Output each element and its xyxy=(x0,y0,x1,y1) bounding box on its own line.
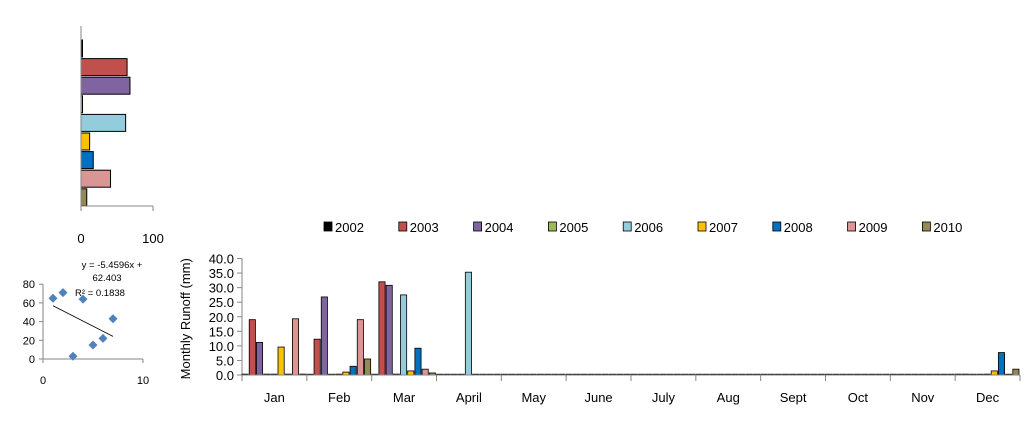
legend-swatch-2005 xyxy=(548,221,557,232)
legend-label-2009: 2009 xyxy=(859,220,888,235)
legend: 2002 2003 2004 2005 2006 2007 2008 2009 2010 xyxy=(323,220,962,235)
bar-2010-Dec xyxy=(1012,368,1020,376)
y-tick-label: 40.0 xyxy=(209,252,234,267)
scatter-point-7 xyxy=(108,314,118,324)
bar-2010 xyxy=(80,188,88,207)
legend-swatch-2003 xyxy=(398,221,408,232)
bar-2007-Mar xyxy=(407,370,415,376)
bar-2003-Feb xyxy=(313,338,321,376)
legend-swatch-2002 xyxy=(323,221,333,232)
legend-label-2005: 2005 xyxy=(559,220,588,235)
x-tick-label-april: April xyxy=(456,390,482,405)
bar-2004-Feb xyxy=(320,296,328,376)
x-tick-label-jan: Jan xyxy=(264,390,285,405)
legend-label-2008: 2008 xyxy=(784,220,813,235)
y-tick-label: 10.0 xyxy=(209,339,234,354)
x-tick-label: 0 xyxy=(40,375,46,387)
y-tick-label: 20 xyxy=(23,335,35,347)
annual-bar-chart: 0 100 xyxy=(77,26,164,246)
bar-2009 xyxy=(80,169,112,188)
y-tick-label: 35.0 xyxy=(209,266,234,281)
bar-2006-April xyxy=(464,271,472,376)
legend-swatch-2006 xyxy=(622,221,632,232)
legend-swatch-2008 xyxy=(772,221,782,232)
x-tick-label-june: June xyxy=(584,390,612,405)
bar-2007 xyxy=(80,132,91,151)
x-tick-label-may: May xyxy=(521,390,546,405)
legend-label-2007: 2007 xyxy=(709,220,738,235)
trendline xyxy=(52,305,114,337)
bar-2008 xyxy=(80,151,94,170)
bar-2004 xyxy=(80,76,131,95)
legend-label-2004: 2004 xyxy=(485,220,514,235)
trendline-equation: y = -5.4596x + xyxy=(82,260,143,271)
trendline-r-squared: R² = 0.1838 xyxy=(75,288,125,299)
y-tick-label: 25.0 xyxy=(209,295,234,310)
y-tick-label: 0 xyxy=(29,354,35,366)
y-tick-label: 20.0 xyxy=(209,310,234,325)
legend-label-2003: 2003 xyxy=(410,220,439,235)
bar-2009-Mar xyxy=(421,368,429,376)
y-tick-label: 80 xyxy=(23,279,35,291)
bar-2003-Jan xyxy=(248,319,256,376)
y-tick-label: 30.0 xyxy=(209,281,234,296)
legend-swatch-2004 xyxy=(473,221,483,232)
bar-2006 xyxy=(80,113,127,132)
x-tick-label: 100 xyxy=(142,231,164,246)
y-tick-label: 15.0 xyxy=(209,324,234,339)
bar-2003 xyxy=(80,58,128,77)
scatter-point-1 xyxy=(48,293,58,303)
x-tick-label-july: July xyxy=(652,390,676,405)
bar-2008-Mar xyxy=(414,347,422,376)
bar-2010-Feb xyxy=(364,358,372,376)
legend-label-2002: 2002 xyxy=(335,220,364,235)
y-axis-label: Monthly Runoff (mm) xyxy=(178,258,193,379)
y-tick-label: 60 xyxy=(23,298,35,310)
bar-2009-Feb xyxy=(356,319,364,376)
scatter-point-6 xyxy=(98,333,108,343)
x-tick-label-feb: Feb xyxy=(328,390,350,405)
bar-2006-Mar xyxy=(400,294,408,376)
bar-2004-Jan xyxy=(256,341,264,376)
legend-swatch-2009 xyxy=(847,221,856,232)
trendline-intercept: 62.403 xyxy=(92,273,121,284)
bar-2003-Mar xyxy=(378,281,386,376)
scatter-point-5 xyxy=(88,340,98,350)
x-tick-label-aug: Aug xyxy=(717,390,740,405)
bar-2007-Dec xyxy=(990,370,998,376)
x-tick-label-nov: Nov xyxy=(911,390,935,405)
x-tick-label-sept: Sept xyxy=(780,390,807,405)
x-tick-label-dec: Dec xyxy=(976,390,1000,405)
bar-2008-Feb xyxy=(349,365,357,376)
bar-2007-Jan xyxy=(277,346,285,376)
y-tick-label: 5.0 xyxy=(216,353,234,368)
legend-label-2006: 2006 xyxy=(634,220,663,235)
y-tick-label: 0.0 xyxy=(216,368,234,383)
x-tick-label: 0 xyxy=(77,231,84,246)
x-tick-label: 10 xyxy=(137,375,149,387)
scatter-chart: 0 20 40 60 80 0 10 y = -5.4596x + 62.403 R² = 0.1… xyxy=(23,260,149,387)
monthly-runoff-chart: 0.05.010.015.020.025.030.035.040.0 Monthl… xyxy=(178,220,1021,405)
x-tick-label-mar: Mar xyxy=(393,390,416,405)
legend-label-2010: 2010 xyxy=(933,220,962,235)
scatter-point-4 xyxy=(78,294,88,304)
scatter-point-3 xyxy=(68,351,78,361)
x-tick-label-oct: Oct xyxy=(848,390,869,405)
y-tick-label: 40 xyxy=(23,317,35,329)
bar-2004-Mar xyxy=(385,284,393,376)
legend-swatch-2007 xyxy=(697,221,707,232)
scatter-point-2 xyxy=(58,288,68,298)
bar-2009-Jan xyxy=(292,318,300,376)
bar-2008-Dec xyxy=(997,352,1005,376)
legend-swatch-2010 xyxy=(922,221,931,232)
